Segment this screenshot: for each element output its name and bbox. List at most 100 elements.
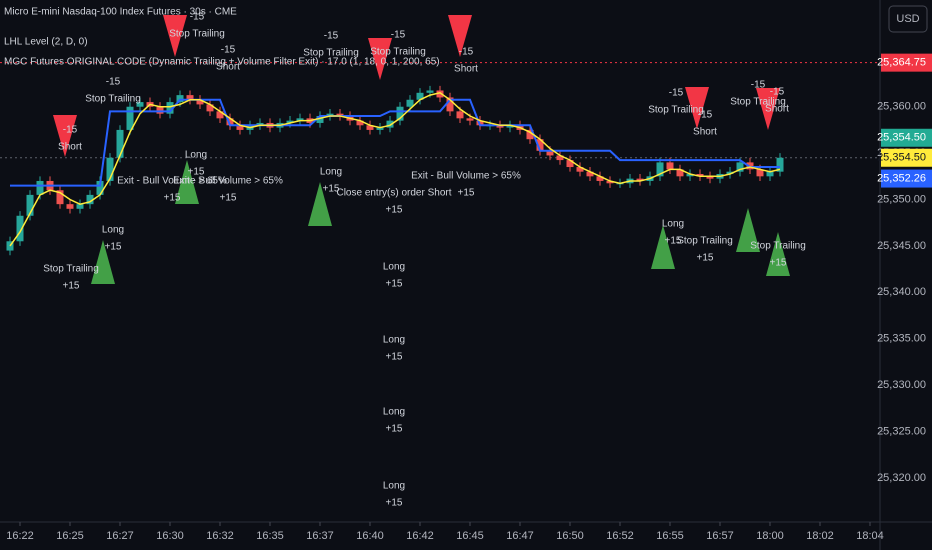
signal-label: Stop Trailing	[169, 29, 225, 40]
signal-label: +15	[386, 498, 403, 509]
candle-body	[576, 167, 584, 172]
signal-label: Exit - Bull Volume > 65%	[173, 176, 283, 187]
signal-label: -15	[221, 45, 236, 56]
candle-body	[776, 157, 784, 172]
signal-label: +15	[386, 205, 403, 216]
x-tick-label: 16:45	[456, 530, 484, 542]
signal-label: Long	[662, 219, 684, 230]
x-tick-label: 18:02	[806, 530, 834, 542]
x-tick-label: 16:40	[356, 530, 384, 542]
short-signal	[53, 115, 77, 157]
currency[interactable]: USD	[896, 13, 919, 25]
y-tick-label: 25,320.00	[877, 472, 926, 484]
signal-label: Long	[383, 335, 405, 346]
candle-body	[546, 150, 554, 156]
signal-label: Stop Trailing	[85, 94, 141, 105]
candle-body	[526, 129, 534, 140]
signal-label: +15	[63, 281, 80, 292]
candle-body	[106, 157, 114, 181]
candle-body	[676, 169, 684, 177]
candle-body	[176, 95, 184, 103]
x-tick-label: 16:50	[556, 530, 584, 542]
signal-label: Short	[765, 104, 789, 115]
signal-label: +15	[386, 279, 403, 290]
signal-label: +15	[458, 188, 475, 199]
signal-label: +15	[386, 424, 403, 435]
candle-body	[236, 125, 244, 130]
signal-label: Stop Trailing	[43, 264, 99, 275]
signal-label: Exit - Bull Volume > 65%	[411, 171, 521, 182]
short-signal	[448, 15, 472, 57]
candle-body	[666, 162, 674, 170]
signal-label: Short	[216, 62, 240, 73]
signal-label: -15	[698, 110, 713, 121]
signal-label: +15	[220, 193, 237, 204]
currency-button[interactable]	[888, 5, 928, 33]
candle-body	[216, 111, 224, 119]
signal-label: -15	[190, 12, 205, 23]
candle-body	[416, 92, 424, 100]
price-axis	[880, 0, 932, 550]
candle-body	[326, 113, 334, 116]
long-signal	[91, 240, 115, 284]
signal-label: Stop Trailing	[750, 241, 806, 252]
indicator-label: LHL Level (2, D, 0)	[4, 37, 88, 48]
price-tag	[881, 148, 932, 167]
y-tick-label: 25,335.00	[877, 333, 926, 345]
y-tick-label: 25,360.00	[877, 101, 926, 113]
signal-label: Long	[102, 225, 124, 236]
candle-body	[446, 97, 454, 112]
signal-label: -15	[63, 125, 78, 136]
candle-body	[296, 118, 304, 121]
candle-body	[226, 118, 234, 126]
candle-body	[196, 99, 204, 105]
signal-label: Close entry(s) order Short	[336, 188, 451, 199]
candle-body	[766, 171, 774, 177]
plot-area: -15 Short -15 Stop Trailing Long +15 Stop Trai…	[0, 12, 880, 509]
signal-label: Stop Trailing	[370, 47, 426, 58]
candle-body	[556, 155, 564, 161]
signal-label: Exit - Bull Volume > 65%	[117, 176, 227, 187]
signal-label: +15	[323, 184, 340, 195]
signal-label: Short	[58, 142, 82, 153]
price-tag-label: 25,364.75	[877, 57, 926, 69]
signal-label: Stop Trailing	[303, 48, 359, 59]
candle-body	[466, 118, 474, 121]
candle-body	[366, 125, 374, 130]
price-tag-label: 25,354.50	[877, 132, 926, 144]
x-tick-label: 16:27	[106, 530, 134, 542]
signal-label: +15	[386, 352, 403, 363]
candle-body	[686, 174, 694, 177]
signal-label: +15	[697, 253, 714, 264]
x-tick-label: 18:00	[756, 530, 784, 542]
indicator-line	[10, 98, 780, 187]
candle-body	[506, 125, 514, 128]
signal-label: -15	[324, 31, 339, 42]
signal-label: Long	[185, 150, 207, 161]
signal-label: +15	[770, 258, 787, 269]
candle-body	[186, 95, 194, 100]
candle-body	[26, 194, 34, 216]
x-tick-label: 16:32	[206, 530, 234, 542]
candle-body	[6, 241, 14, 251]
candle-body	[536, 139, 544, 151]
x-tick-label: 16:37	[306, 530, 334, 542]
signal-label: Long	[320, 167, 342, 178]
price-tag-label: 25,352.26	[877, 172, 926, 184]
chart-title: Micro E-mini Nasdaq-100 Index Futures · …	[4, 7, 237, 18]
signal-label: Short	[454, 64, 478, 75]
signal-label: -15	[669, 88, 684, 99]
candle-body	[726, 171, 734, 174]
candle-body	[86, 194, 94, 205]
long-signal	[651, 225, 675, 269]
candle-body	[16, 215, 24, 242]
x-tick-label: 16:35	[256, 530, 284, 542]
signal-label: Long	[383, 262, 405, 273]
signal-label: Short	[693, 127, 717, 138]
x-tick-label: 16:30	[156, 530, 184, 542]
candle-body	[206, 104, 214, 112]
candle-body	[756, 169, 764, 177]
indicator-label: MGC Futures ORIGINAL CODE (Dynamic Trail…	[4, 57, 440, 68]
signal-label: Stop Trailing	[730, 97, 786, 108]
price-tag	[881, 169, 932, 188]
